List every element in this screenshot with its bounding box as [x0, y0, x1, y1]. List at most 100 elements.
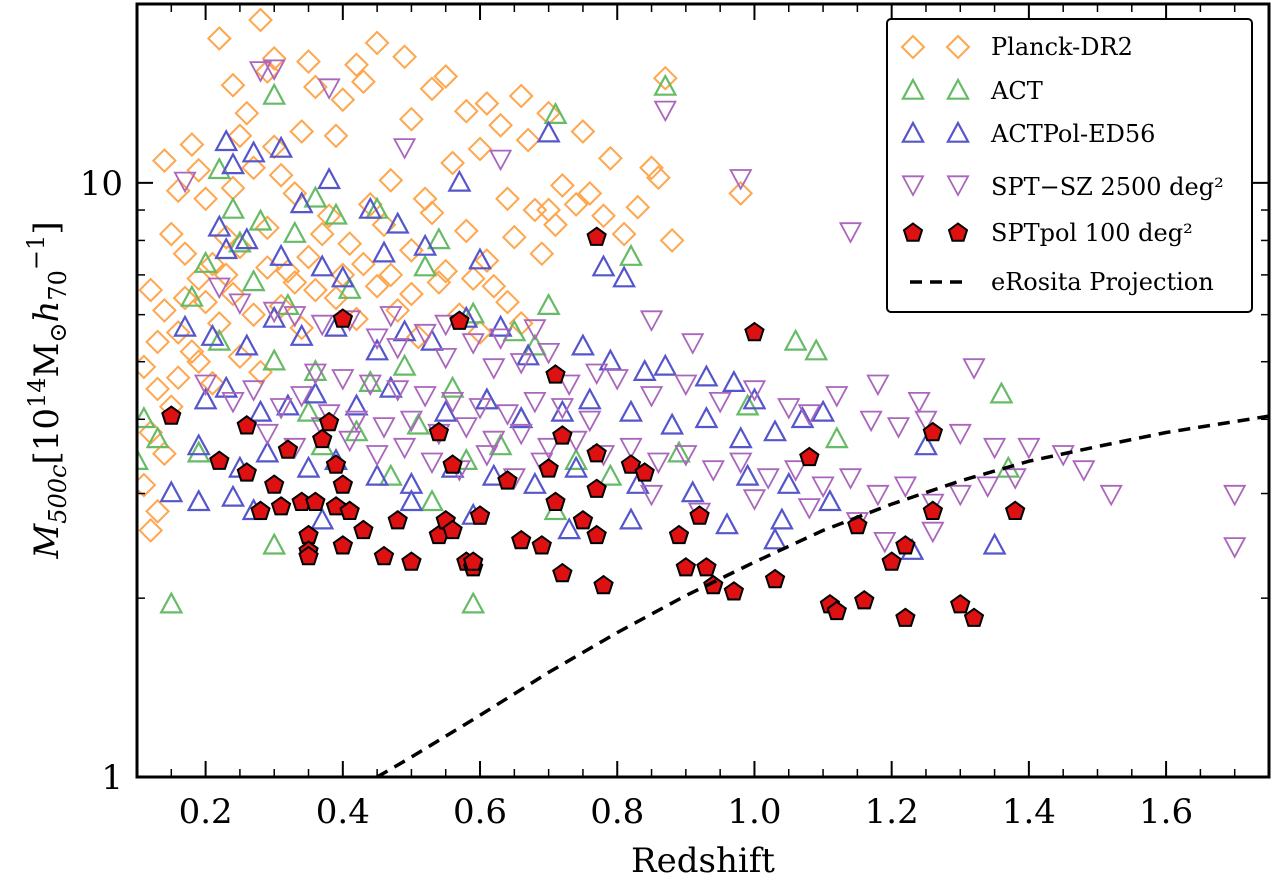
- legend-marker-act: [946, 77, 970, 100]
- sptpol-point: [442, 454, 463, 474]
- spt-sz-point: [440, 391, 465, 414]
- actpol-ed56-point: [317, 166, 342, 190]
- planck-dr2-point: [296, 244, 321, 270]
- actpol-ed56-point: [447, 169, 472, 192]
- actpol-ed56-point: [310, 254, 335, 277]
- sptpol-point: [593, 574, 614, 595]
- act-point: [824, 426, 849, 449]
- sptpol-point: [469, 505, 491, 525]
- planck-dr2-point: [165, 178, 191, 204]
- act-point: [137, 405, 156, 429]
- sptpol-point: [531, 535, 552, 555]
- x-tick-label: 1.4: [1002, 792, 1056, 832]
- actpol-ed56-point: [618, 507, 643, 530]
- y-title-exp: 14: [23, 377, 51, 408]
- actpol-ed56-point: [303, 381, 328, 404]
- planck-dr2-point: [151, 441, 177, 467]
- sptpol-point: [586, 524, 607, 545]
- planck-dr2-point: [529, 241, 555, 267]
- actpol-ed56-point: [516, 343, 541, 366]
- planck-dr2-point: [165, 365, 191, 391]
- planck-dr2-point: [474, 91, 500, 116]
- actpol-ed56-point: [310, 507, 335, 530]
- planck-dr2-point: [639, 155, 664, 181]
- sptpol-point: [895, 535, 916, 555]
- sptpol-point: [298, 545, 319, 566]
- actpol-ed56-point: [214, 128, 239, 152]
- actpol-ed56-point: [378, 375, 403, 398]
- spt-sz-point: [509, 353, 533, 375]
- spt-sz-point: [838, 468, 863, 490]
- spt-sz-point: [557, 374, 581, 397]
- sptpol-point: [826, 600, 847, 621]
- spt-sz-point: [907, 391, 931, 414]
- planck-dr2-point: [213, 224, 239, 250]
- actpol-ed56-point: [269, 135, 294, 158]
- x-tick-label: 0.8: [590, 792, 644, 832]
- actpol-ed56-point: [522, 471, 547, 494]
- act-point: [282, 220, 307, 243]
- legend-marker-sptpol: [902, 222, 924, 242]
- actpol-ed56-point: [365, 463, 390, 486]
- planck-dr2-point: [337, 231, 363, 257]
- spt-sz-point: [536, 342, 561, 365]
- planck-dr2-point: [433, 258, 459, 284]
- planck-dr2-point: [652, 65, 678, 91]
- sptpol-point: [552, 425, 573, 445]
- spt-sz-point: [1003, 468, 1027, 490]
- act-point: [296, 399, 321, 422]
- spt-sz-point: [708, 391, 732, 414]
- y-title-bracket-open: [: [27, 451, 67, 464]
- planck-dr2-point: [350, 69, 376, 95]
- spt-sz-point: [859, 410, 883, 433]
- planck-dr2-point: [378, 262, 404, 288]
- y-axis-title: M500c[1014M⊙h70−1]: [22, 221, 72, 559]
- actpol-ed56-point: [289, 323, 314, 346]
- x-tick-label: 1.0: [727, 792, 781, 832]
- sptpol-point: [620, 454, 642, 474]
- planck-dr2-point: [453, 218, 479, 244]
- actpol-ed56-point: [358, 196, 383, 219]
- actpol-ed56-point: [173, 314, 197, 337]
- spt-sz-point: [434, 347, 458, 370]
- spt-sz-point: [495, 404, 520, 426]
- planck-dr2-point: [543, 212, 568, 238]
- actpol-ed56-point: [550, 399, 575, 422]
- sptpol-point: [950, 593, 971, 614]
- planck-dr2-point: [467, 136, 493, 162]
- planck-dr2-point: [501, 224, 527, 250]
- legend-marker-planck-dr2: [945, 34, 971, 60]
- act-point: [598, 463, 623, 486]
- actpol-ed56-point: [296, 455, 321, 478]
- act-point: [378, 463, 403, 486]
- actpol-ed56-point: [433, 399, 458, 422]
- spt-sz-point: [269, 398, 293, 420]
- sptpol-point: [236, 462, 257, 482]
- series-sptpol: [161, 226, 1026, 627]
- actpol-ed56-point: [612, 265, 637, 288]
- y-tick-label: 1: [101, 758, 123, 798]
- x-tick-label: 1.6: [1139, 792, 1193, 832]
- actpol-ed56-point: [577, 387, 602, 410]
- tick-labels: 0.2 0.4 0.6 0.8 1.0 1.2 1.4 1.6 1 10: [80, 164, 1193, 832]
- legend-marker-sptpol: [947, 222, 969, 242]
- act-point: [543, 101, 568, 125]
- x-tick-label: 0.2: [179, 792, 233, 832]
- planck-dr2-point: [248, 7, 273, 33]
- spt-sz-point: [639, 386, 664, 408]
- actpol-ed56-point: [481, 463, 506, 486]
- planck-dr2-point: [344, 52, 369, 78]
- act-point: [420, 488, 444, 512]
- spt-sz-point: [729, 169, 753, 191]
- actpol-ed56-point: [241, 140, 266, 163]
- spt-sz-point: [262, 301, 286, 324]
- spt-sz-point: [982, 437, 1007, 460]
- spt-sz-point: [399, 410, 424, 433]
- planck-dr2-point: [227, 234, 253, 260]
- spt-sz-point: [550, 398, 575, 420]
- spt-sz-point: [482, 358, 506, 380]
- act-point: [461, 591, 486, 614]
- spt-sz-point: [866, 374, 890, 397]
- act-point: [536, 292, 561, 315]
- actpol-ed56-point: [214, 236, 239, 260]
